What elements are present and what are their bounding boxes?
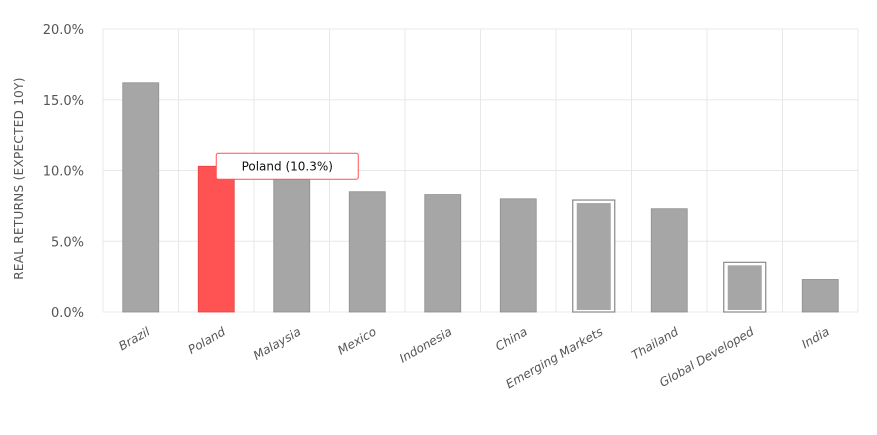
bar[interactable] bbox=[424, 194, 462, 313]
bar[interactable] bbox=[348, 191, 386, 313]
bar[interactable] bbox=[576, 203, 611, 310]
x-category-label: Thailand bbox=[629, 324, 681, 362]
y-tick-label: 15.0% bbox=[43, 94, 84, 109]
x-category-label: Poland bbox=[186, 324, 228, 357]
x-category-label: China bbox=[493, 324, 530, 353]
x-category-label: India bbox=[799, 324, 832, 351]
x-category-label: Mexico bbox=[335, 324, 378, 357]
y-tick-label: 20.0% bbox=[43, 23, 84, 38]
x-category-label: Indonesia bbox=[397, 324, 454, 365]
y-tick-label: 0.0% bbox=[51, 306, 84, 321]
tooltip-text: Poland (10.3%) bbox=[242, 159, 333, 173]
bar[interactable] bbox=[273, 177, 311, 313]
y-axis-label: REAL RETURNS (EXPECTED 10Y) bbox=[12, 77, 26, 279]
bar[interactable] bbox=[650, 208, 688, 313]
bar-tooltip: Poland (10.3%) bbox=[215, 152, 359, 180]
x-category-label: Malaysia bbox=[251, 324, 303, 362]
bar[interactable] bbox=[801, 279, 839, 313]
bar[interactable] bbox=[197, 165, 235, 313]
tooltip-box bbox=[215, 152, 359, 180]
x-category-label: Brazil bbox=[116, 324, 153, 353]
y-tick-label: 5.0% bbox=[51, 235, 84, 250]
bar[interactable] bbox=[122, 82, 160, 313]
y-tick-label: 10.0% bbox=[43, 165, 84, 180]
bar[interactable] bbox=[727, 265, 762, 310]
bar[interactable] bbox=[499, 198, 537, 313]
bars bbox=[122, 82, 839, 313]
y-axis-ticks: 0.0% 5.0% 10.0% 15.0% 20.0% bbox=[43, 23, 84, 321]
x-axis-categories: Brazil Poland Malaysia Mexico Indonesia China… bbox=[116, 324, 832, 391]
